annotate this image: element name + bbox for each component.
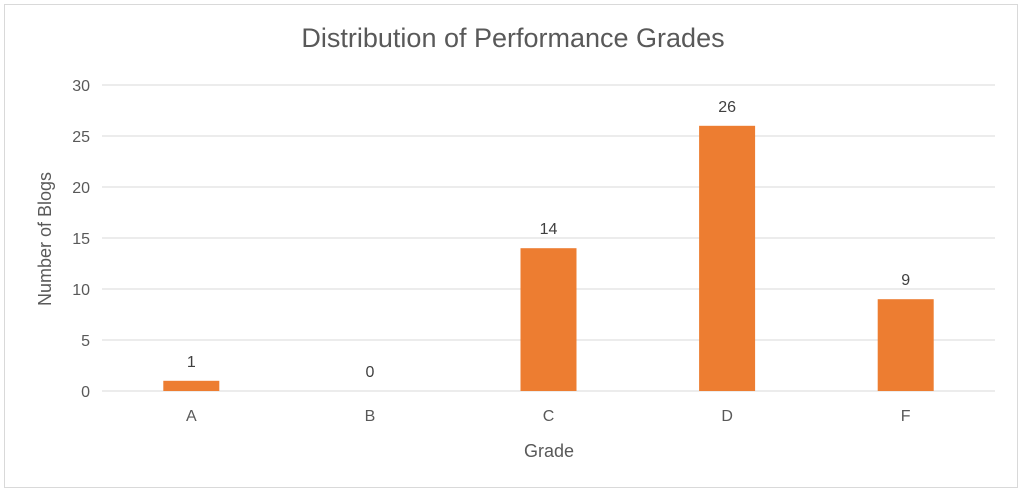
- x-tick-label: D: [721, 408, 733, 425]
- data-label: 0: [365, 364, 374, 381]
- x-tick-label: F: [901, 408, 911, 425]
- bar-d: [699, 125, 756, 392]
- y-tick-label: 25: [72, 129, 90, 146]
- chart-title: Distribution of Performance Grades: [301, 23, 724, 53]
- y-tick-label: 30: [72, 78, 90, 95]
- x-tick-label: B: [365, 408, 376, 425]
- data-labels: 1 0 14 26 9: [187, 99, 910, 381]
- y-tick-label: 5: [81, 333, 90, 350]
- y-axis-ticks: 0 5 10 15 20 25 30: [72, 78, 90, 401]
- data-label: 26: [718, 99, 736, 116]
- y-tick-label: 10: [72, 282, 90, 299]
- y-tick-label: 20: [72, 180, 90, 197]
- x-tick-label: C: [543, 408, 555, 425]
- bar-f: [877, 299, 934, 391]
- y-tick-label: 15: [72, 231, 90, 248]
- y-axis-title: Number of Blogs: [35, 172, 55, 306]
- x-tick-label: A: [186, 408, 197, 425]
- data-label: 9: [901, 272, 910, 289]
- bar-a: [163, 380, 220, 391]
- data-label: 14: [540, 221, 558, 238]
- y-tick-label: 0: [81, 384, 90, 401]
- bar-c: [520, 248, 577, 391]
- data-label: 1: [187, 354, 196, 371]
- bars: [163, 125, 934, 392]
- chart-container: Distribution of Performance Grades 0 5 10 1…: [4, 4, 1018, 488]
- x-axis-title: Grade: [524, 441, 574, 461]
- bar-chart: Distribution of Performance Grades 05101…: [35, 23, 995, 461]
